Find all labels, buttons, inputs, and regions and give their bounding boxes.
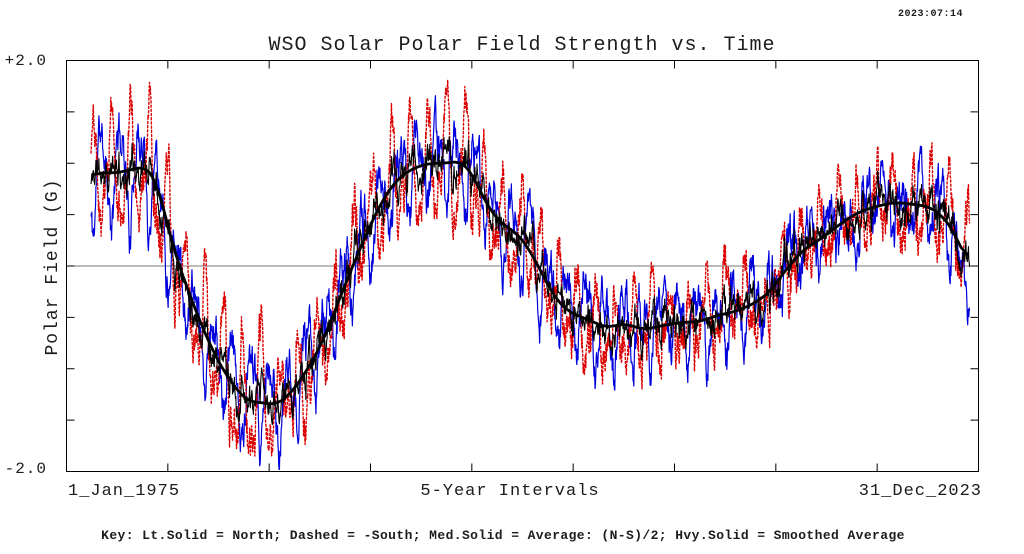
x-axis-start-label: 1_Jan_1975 bbox=[68, 482, 181, 501]
chart-title: WSO Solar Polar Field Strength vs. Time bbox=[268, 34, 776, 57]
y-axis-title: Polar Field (G) bbox=[43, 178, 63, 356]
y-axis-max-label: +2.0 bbox=[4, 52, 47, 70]
y-axis-min-label: -2.0 bbox=[4, 460, 47, 478]
plot-timestamp: 2023:07:14 bbox=[897, 9, 963, 20]
legend-key: Key: Lt.Solid = North; Dashed = -South; … bbox=[101, 528, 905, 543]
x-axis-title: 5-Year Intervals bbox=[420, 482, 600, 501]
x-axis-end-label: 31_Dec_2023 bbox=[858, 482, 982, 501]
